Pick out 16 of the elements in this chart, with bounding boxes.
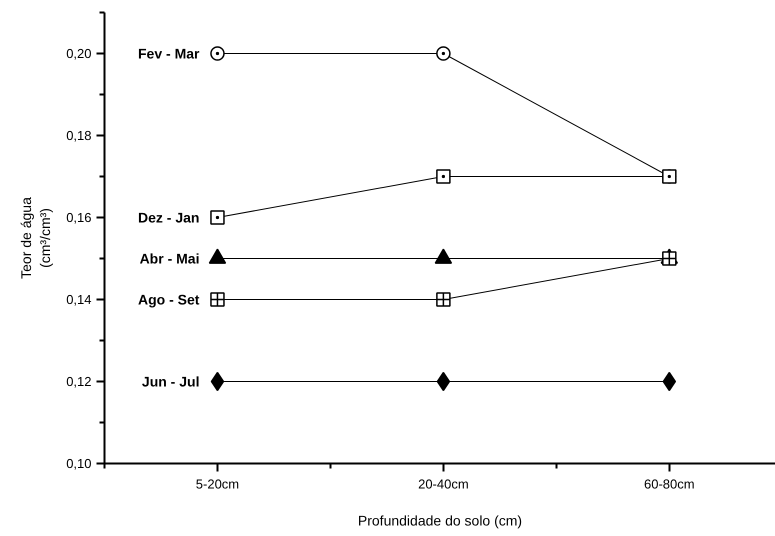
x-axis-title: Profundidade do solo (cm) [358,512,522,528]
y-tick-label: 0,12 [66,374,92,389]
legend-label: Fev - Mar [138,46,200,62]
x-tick-label: 5-20cm [196,476,240,492]
y-tick-label: 0,16 [66,210,92,225]
series-label: Abr - Mai [140,250,200,266]
y-tick-label: 0,20 [66,46,92,61]
x-tick-label: 20-40cm [418,476,469,492]
x-tick-label: 60-80cm [644,476,695,492]
legend-label: Ago - Set [138,292,200,308]
y-tick-label: 0,18 [66,128,92,143]
y-tick-label: 0,14 [66,292,92,307]
legend-label: Dez - Jan [138,210,200,226]
series-label: Jun - Jul [142,374,200,390]
y-axis-title: Teor de água (cm³/cm³) [18,196,54,279]
y-tick-label: 0,10 [66,456,92,471]
